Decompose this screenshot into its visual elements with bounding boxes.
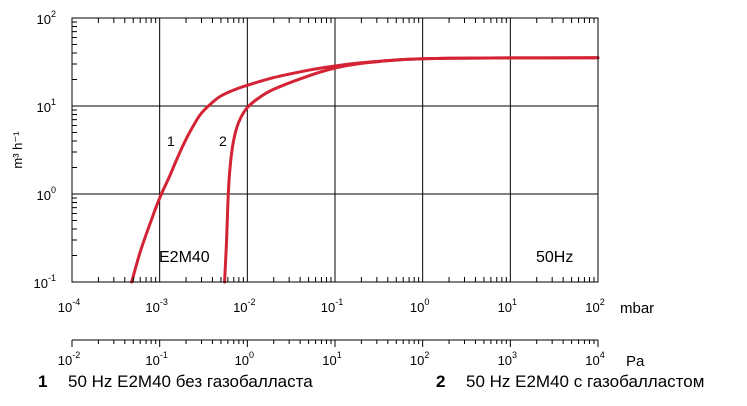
x-axis-mbar: 10-4 10-3 10-2 10-1 100 101 102 — [58, 297, 605, 315]
legend-1-text: 50 Hz E2M40 без газобалласта — [68, 372, 313, 391]
x-axis-label-mbar: mbar — [620, 300, 654, 317]
x-tick-label-mbar: 102 — [585, 297, 604, 315]
y-tick-label: 101 — [37, 97, 56, 115]
chart-curves — [130, 56, 600, 284]
legend-item-2: 2 50 Hz E2M40 с газобалластом — [436, 372, 704, 392]
curve-2-label: 2 — [219, 133, 227, 149]
model-annotation: E2M40 — [159, 249, 210, 266]
y-axis-ticks: 10-1 100 101 102 — [34, 9, 56, 291]
x-tick-label-mbar: 10-2 — [233, 297, 255, 315]
y-tick-label: 102 — [37, 9, 56, 27]
curve-1-label: 1 — [167, 133, 175, 149]
x-tick-label-mbar: 10-3 — [145, 297, 167, 315]
frequency-annotation: 50Hz — [536, 249, 573, 266]
x-tick-label-pa: 100 — [235, 350, 254, 368]
chart-frame — [71, 17, 599, 347]
x-tick-label-pa: 101 — [322, 350, 341, 368]
x-tick-label-mbar: 101 — [498, 297, 517, 315]
legend-1-number: 1 — [38, 372, 48, 391]
x-axis-pa: 10-2 10-1 100 101 102 103 104 — [58, 350, 605, 368]
legend-2-text: 50 Hz E2M40 с газобалластом — [466, 372, 705, 391]
x-tick-label-pa: 10-2 — [58, 350, 80, 368]
legend-2-number: 2 — [436, 372, 446, 391]
x-tick-label-pa: 103 — [498, 350, 517, 368]
y-axis-label: m³ h⁻¹ — [10, 131, 25, 169]
x-tick-label-pa: 104 — [585, 350, 604, 368]
x-tick-label-mbar: 100 — [410, 297, 429, 315]
x-tick-label-mbar: 10-4 — [58, 297, 80, 315]
x-tick-label-mbar: 10-1 — [321, 297, 343, 315]
x-tick-label-pa: 10-1 — [145, 350, 167, 368]
chart-grid — [72, 18, 598, 282]
y-tick-label: 10-1 — [34, 273, 56, 291]
y-tick-label: 100 — [37, 185, 56, 203]
x-tick-label-pa: 102 — [410, 350, 429, 368]
x-axis-label-pa: Pa — [626, 353, 645, 370]
curve-2 — [223, 56, 600, 284]
plot-frame — [71, 17, 599, 283]
legend-item-1: 1 50 Hz E2M40 без газобалласта — [38, 372, 313, 392]
